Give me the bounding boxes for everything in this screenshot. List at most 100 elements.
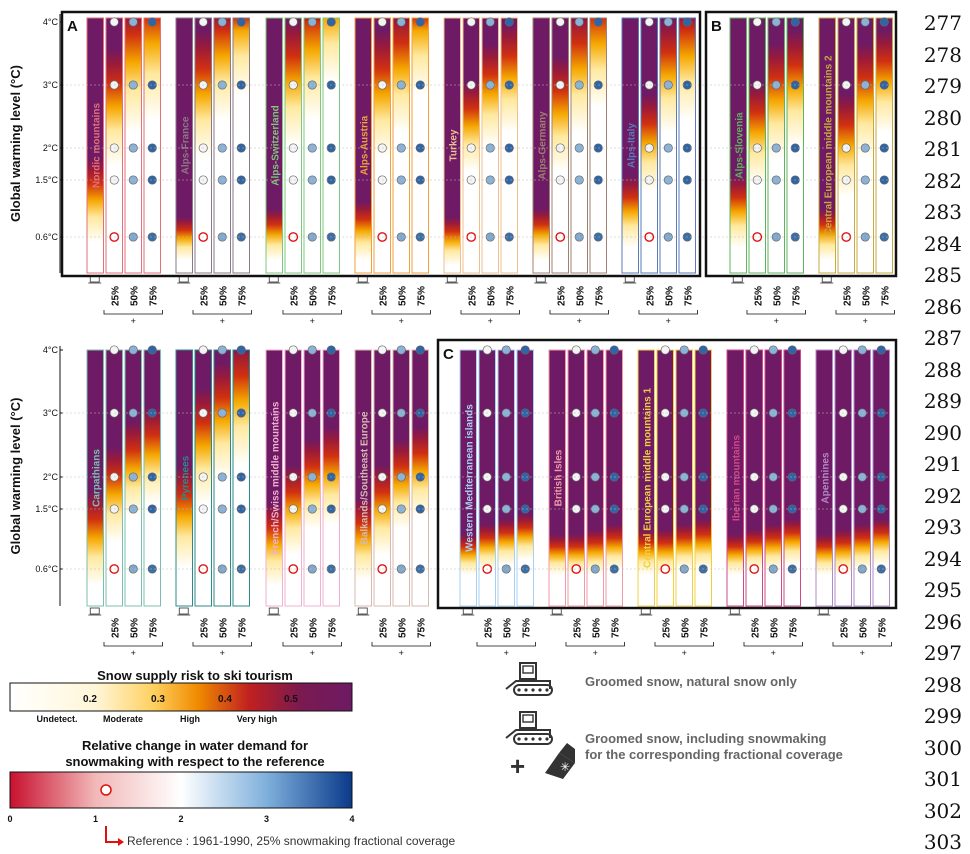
- reference-arrow: [105, 826, 122, 843]
- water-colorbar-title-2: snowmaking with respect to the reference: [65, 754, 325, 769]
- scenario-label: 25%: [839, 618, 850, 638]
- region-french-swiss-middle-mountains: French/Swiss middle mountains 25% 50% 75% +: [265, 345, 342, 658]
- region-central-european-middle-mountains-2: Central European middle mountains 2 25% 50…: [818, 17, 895, 326]
- scenario-dot: [288, 504, 298, 514]
- wheel: [531, 688, 535, 692]
- scenario-dot: [574, 17, 584, 27]
- heatmap-column: [815, 349, 833, 607]
- scenario-dot: [396, 504, 406, 514]
- scenario-label: 25%: [199, 286, 210, 306]
- risk-category-label: High: [180, 714, 200, 724]
- line-number: 279: [923, 74, 962, 98]
- scenario-dot: [860, 232, 870, 242]
- scenario-dot: [644, 80, 654, 90]
- scenario-dot: [128, 17, 138, 27]
- scenario-dot: [555, 175, 565, 185]
- scenario-dot: [326, 345, 336, 355]
- heatmap-column: [729, 17, 747, 274]
- scenario-label: 25%: [378, 618, 389, 638]
- scenario-dot: [217, 17, 227, 27]
- scenario-label: 50%: [397, 286, 408, 306]
- scenario-dot: [504, 175, 514, 185]
- scenario-dot: [679, 472, 689, 482]
- bracket-label: +: [131, 648, 136, 658]
- heatmap-column: [265, 17, 283, 274]
- scenario-dot: [415, 408, 425, 418]
- y-tick-label: 2°C: [43, 472, 59, 482]
- scenario-dot: [307, 232, 317, 242]
- scenario-bracket: [103, 642, 163, 647]
- scenario-dot: [288, 143, 298, 153]
- scenario-dot: [768, 564, 778, 574]
- heatmap-column: [354, 349, 372, 607]
- scenario-dot: [288, 472, 298, 482]
- line-number: 292: [923, 483, 962, 508]
- water-tick-label: 0: [7, 814, 12, 824]
- wheel: [517, 688, 521, 692]
- line-number: 282: [923, 168, 962, 193]
- region-label: Nordic mountains: [91, 103, 102, 188]
- heatmap-column: [637, 349, 655, 607]
- scenario-dot: [663, 143, 673, 153]
- scenario-label: 75%: [237, 618, 248, 638]
- scenario-dot: [749, 345, 759, 355]
- scenario-dot: [415, 345, 425, 355]
- region-label: French/Swiss middle mountains: [270, 401, 281, 554]
- scenario-dot: [504, 232, 514, 242]
- scenario-dot: [593, 17, 603, 27]
- cannon-body: [545, 753, 575, 779]
- scenario-dot: [147, 408, 157, 418]
- region-british-isles: British Isles 25% 50% 75% +: [548, 345, 625, 658]
- scenario-dot: [644, 143, 654, 153]
- line-number: 287: [923, 326, 962, 350]
- scenario-dot: [307, 143, 317, 153]
- line-number: 298: [923, 672, 962, 697]
- panel-B-label: B: [711, 18, 722, 35]
- scenario-label: 75%: [880, 286, 891, 306]
- scenario-dot: [698, 345, 708, 355]
- region-alps-france: Alps-France 25% 50% 75% +: [175, 17, 252, 326]
- scenario-dot: [787, 472, 797, 482]
- wheel: [538, 737, 542, 741]
- scenario-dot: [396, 408, 406, 418]
- scenario-bracket: [192, 642, 252, 647]
- scenario-dot: [307, 472, 317, 482]
- bracket-label: +: [220, 316, 225, 326]
- heatmap-column: [548, 349, 566, 607]
- scenario-dot: [841, 17, 851, 27]
- scenario-dot: [147, 504, 157, 514]
- scenario-label: 25%: [289, 618, 300, 638]
- scenario-dot: [838, 345, 848, 355]
- scenario-dot: [790, 17, 800, 27]
- scenario-dot: [555, 17, 565, 27]
- line-number: 297: [923, 641, 962, 665]
- scenario-bracket: [835, 310, 895, 315]
- window: [522, 714, 534, 723]
- scenario-label: 25%: [378, 286, 389, 306]
- y-tick-label: 4°C: [43, 345, 59, 355]
- scenario-bracket: [638, 310, 698, 315]
- region-balkands-southeast-europe: Balkands/Southeast Europe 25% 50% 75% +: [354, 345, 431, 658]
- scenario-dot: [860, 175, 870, 185]
- scenario-bracket: [282, 310, 342, 315]
- bracket-label: +: [399, 316, 404, 326]
- bracket-label: +: [131, 316, 136, 326]
- cannon-head: [559, 743, 575, 763]
- scenario-dot: [415, 143, 425, 153]
- scenario-dot: [752, 175, 762, 185]
- scenario-dot: [307, 564, 317, 574]
- scenario-bracket: [654, 642, 714, 647]
- scenario-dot: [236, 504, 246, 514]
- scenario-label: 50%: [861, 286, 872, 306]
- region-label: Central European middle mountains 2: [823, 55, 834, 235]
- line-number: 303: [923, 830, 962, 854]
- scenario-dot: [520, 472, 530, 482]
- scenario-dot: [609, 345, 619, 355]
- scenario-label: 25%: [110, 618, 121, 638]
- line-number: 293: [923, 515, 962, 539]
- bracket-label: +: [220, 648, 225, 658]
- scenario-bracket: [371, 642, 431, 647]
- scenario-dot: [768, 408, 778, 418]
- scenario-label: 75%: [416, 286, 427, 306]
- scenario-dot: [879, 143, 889, 153]
